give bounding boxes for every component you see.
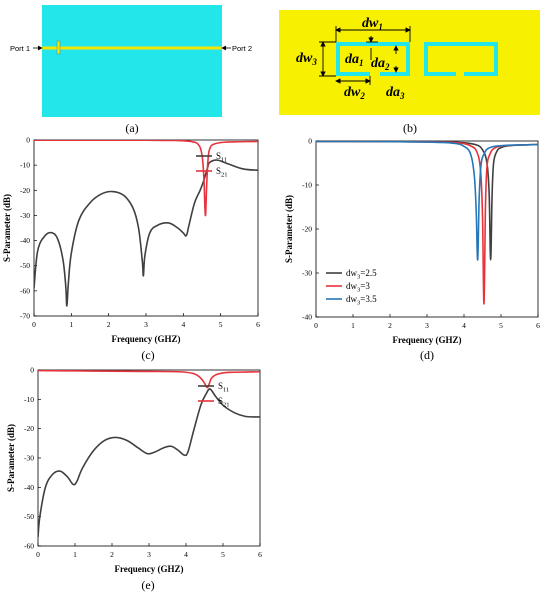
chart-d-xtick-label-1: 1 (351, 321, 355, 330)
chart-c-ylabel: S-Parameter (dB) (2, 194, 12, 262)
chart-c-series-line-0 (34, 159, 258, 307)
panel-b-label-da2: da2 (371, 56, 390, 72)
chart-d-xtick-label-5: 5 (499, 321, 503, 330)
chart-e-series-line-1 (38, 370, 260, 389)
panel-b-ring-left (336, 42, 410, 76)
chart-d-ytick-label-4: -40 (302, 313, 312, 322)
chart-c-ytick-label-6: -60 (20, 286, 30, 295)
chart-c-legend-label-1: S21 (216, 166, 228, 179)
chart-e-xtick-label-1: 1 (73, 550, 77, 559)
chart-c-ytick-label-2: -20 (20, 186, 30, 195)
chart-d-xlabel: Frequency (GHZ) (392, 335, 461, 345)
chart-e-ytick-label-2: -20 (24, 424, 34, 433)
chart-c-legend-label-0: S11 (216, 151, 227, 164)
panel-a-resonator-mark (56, 40, 61, 55)
panel-a-substrate (42, 5, 222, 117)
chart-d-ylabel: S-Parameter (dB) (284, 195, 294, 263)
chart-c-ytick-label-1: -10 (20, 161, 30, 170)
chart-d-xtick-label-3: 3 (425, 321, 429, 330)
chart-e-xlabel: Frequency (GHZ) (114, 564, 183, 574)
panel-b-label-dw2: dw2 (344, 85, 365, 101)
panel-b-label-da1: da1 (345, 52, 364, 68)
chart-e-xtick-label-0: 0 (36, 550, 40, 559)
chart-e-legend-label-0: S11 (218, 381, 229, 394)
panel-e-caption: (e) (141, 578, 154, 592)
panel-a-caption: (a) (125, 121, 138, 135)
panel-a-feedline (42, 46, 222, 50)
panel-a: Port 1 Port 2 (a) (10, 5, 252, 135)
panel-b-label-dw3: dw3 (296, 51, 317, 67)
chart-d-ytick-label-1: -10 (302, 181, 312, 190)
chart-c-xtick-label-4: 4 (181, 320, 185, 329)
chart-e-ylabel: S-Parameter (dB) (6, 424, 16, 492)
chart-e-legend-label-1: S21 (218, 396, 230, 409)
chart-c-xtick-label-0: 0 (32, 320, 36, 329)
chart-d-legend-label-0: dw3=2.5 (346, 268, 377, 281)
chart-d-ytick-label-0: 0 (308, 137, 312, 146)
chart-panel-d: 0 1 2 3 4 5 6 0 -10 -20 -30 -40 Frequency (GHZ) S-Par… (284, 137, 540, 346)
chart-e-series-line-0 (38, 388, 260, 538)
chart-d-legend-label-2: dw3=3.5 (346, 294, 377, 307)
chart-d-ytick-label-3: -30 (302, 269, 312, 278)
chart-c-xtick-label-5: 5 (219, 320, 223, 329)
chart-e-xtick-label-6: 6 (258, 550, 262, 559)
chart-c-ytick-label-3: -30 (20, 211, 30, 220)
chart-e-ytick-label-1: -10 (24, 395, 34, 404)
chart-e-plot-frame (37, 369, 261, 547)
chart-d-xtick-label-0: 0 (314, 321, 318, 330)
chart-e-xtick-label-3: 3 (147, 550, 151, 559)
chart-c-ytick-label-7: -70 (20, 312, 30, 321)
panel-b-label-dw1: dw1 (362, 16, 383, 32)
chart-c-xtick-label-2: 2 (107, 320, 111, 329)
chart-c-ytick-label-5: -50 (20, 261, 30, 270)
chart-e-ytick-label-6: -60 (24, 542, 34, 551)
chart-e-ytick-label-5: -50 (24, 512, 34, 521)
chart-d-xtick-label-6: 6 (536, 321, 540, 330)
panel-b: dw1 dw3 dw2 da1 da2 da3 (b) (279, 10, 540, 135)
panel-b-label-da3: da3 (386, 85, 405, 101)
chart-e-ytick-label-0: 0 (30, 366, 34, 375)
chart-c-xtick-label-3: 3 (144, 320, 148, 329)
chart-c-ytick-label-4: -40 (20, 236, 30, 245)
chart-e-ytick-label-4: -40 (24, 483, 34, 492)
chart-e-xtick-label-4: 4 (184, 550, 188, 559)
chart-d-ytick-label-2: -20 (302, 225, 312, 234)
chart-d-series-line-1 (316, 141, 538, 305)
panel-d-caption: (d) (420, 348, 434, 362)
chart-d-legend-label-1: dw3=3 (346, 281, 370, 294)
chart-d-xtick-label-4: 4 (462, 321, 466, 330)
chart-panel-c: 0 1 2 3 4 5 6 0 -10 -20 -30 -40 -50 -60 -70 Frequency (… (2, 136, 260, 345)
chart-e-xtick-label-2: 2 (110, 550, 114, 559)
chart-c-xtick-label-6: 6 (256, 320, 260, 329)
chart-c-xlabel: Frequency (GHZ) (111, 334, 180, 344)
panel-a-port2-label: Port 2 (232, 44, 252, 53)
panel-a-port1-label: Port 1 (10, 44, 30, 53)
panel-b-caption: (b) (403, 121, 417, 135)
chart-d-series-line-0 (316, 141, 538, 261)
chart-c-xtick-label-1: 1 (69, 320, 73, 329)
panel-c-caption: (c) (141, 348, 154, 362)
chart-c-ytick-label-0: 0 (26, 136, 30, 145)
panel-b-ring-right (424, 42, 498, 76)
chart-c-series-line-1 (34, 140, 258, 217)
chart-e-xtick-label-5: 5 (221, 550, 225, 559)
chart-d-series-line-2 (316, 141, 538, 261)
chart-e-ytick-label-3: -30 (24, 454, 34, 463)
chart-d-xtick-label-2: 2 (388, 321, 392, 330)
chart-panel-e: 0 1 2 3 4 5 6 0 -10 -20 -30 -40 -50 -60 Frequency (GHZ… (6, 366, 262, 575)
